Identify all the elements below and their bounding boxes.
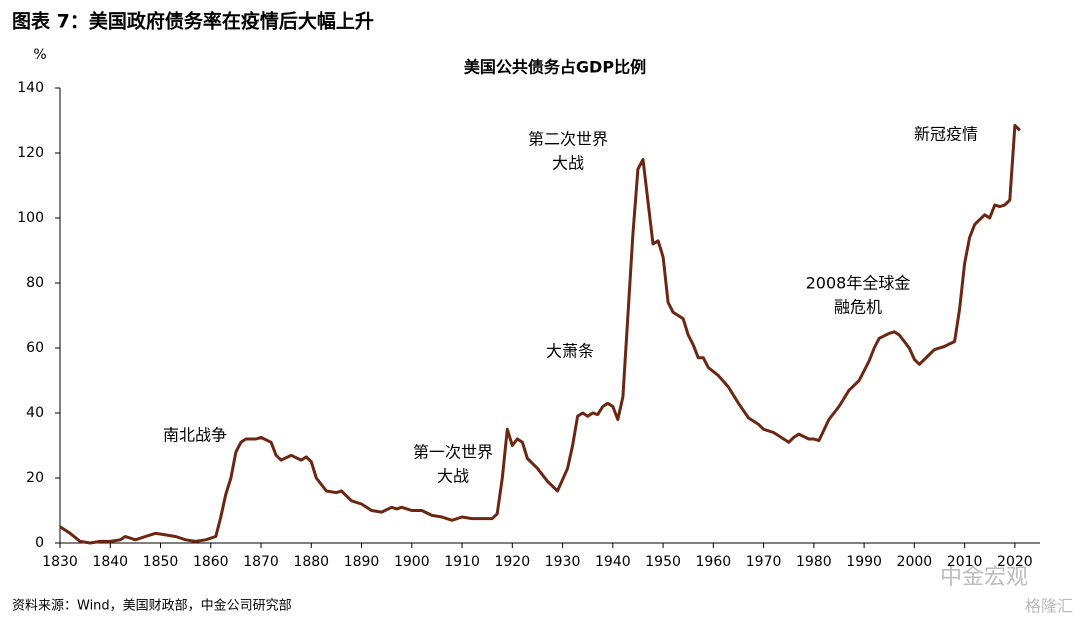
annotation: 新冠疫情 (914, 125, 978, 144)
x-tick-label: 1940 (595, 554, 631, 570)
y-tick-label: 40 (26, 405, 44, 421)
y-tick-label: 80 (26, 275, 44, 291)
annotation: 大战 (437, 467, 469, 486)
x-tick-label: 1830 (42, 554, 78, 570)
annotation: 第一次世界 (413, 443, 493, 462)
y-tick-label: 100 (17, 210, 44, 226)
x-tick-label: 1980 (796, 554, 832, 570)
annotation: 2008年全球金 (806, 274, 911, 293)
x-tick-label: 1990 (846, 554, 882, 570)
source: 资料来源：Wind，美国财政部，中金公司研究部 (12, 598, 292, 614)
y-tick-label: 120 (17, 145, 44, 161)
y-tick-label: 60 (26, 340, 44, 356)
y-axis-label: % (33, 47, 46, 63)
x-tick-label: 1930 (545, 554, 581, 570)
x-tick-label: 2020 (997, 554, 1033, 570)
y-tick-label: 20 (26, 470, 44, 486)
annotation: 大萧条 (546, 342, 594, 361)
x-tick-label: 1900 (394, 554, 430, 570)
x-tick-label: 1860 (193, 554, 229, 570)
x-tick-label: 1950 (645, 554, 681, 570)
x-tick-label: 1840 (92, 554, 128, 570)
chart-subtitle: 美国公共债务占GDP比例 (464, 58, 646, 77)
annotation: 南北战争 (163, 426, 227, 445)
line (59, 123, 1021, 545)
watermark: 中金宏观 (940, 565, 1028, 590)
x-tick-label: 1960 (696, 554, 732, 570)
x-tick-label: 1880 (293, 554, 329, 570)
annotation: 大战 (552, 154, 584, 173)
x-tick-label: 1970 (746, 554, 782, 570)
y-tick-label: 0 (35, 535, 44, 551)
x-tick-label: 2010 (947, 554, 983, 570)
y-tick-label: 140 (17, 80, 44, 96)
x-tick-label: 1920 (494, 554, 530, 570)
x-tick-label: 1910 (444, 554, 480, 570)
annotation: 融危机 (834, 298, 882, 317)
annotation: 第二次世界 (528, 130, 608, 149)
x-tick-label: 1870 (243, 554, 279, 570)
chart-title: 图表 7：美国政府债务率在疫情后大幅上升 (12, 10, 374, 33)
watermark: 格隆汇 (1025, 597, 1073, 616)
x-tick-label: 1850 (143, 554, 179, 570)
x-tick-label: 2000 (897, 554, 933, 570)
x-tick-label: 1890 (344, 554, 380, 570)
